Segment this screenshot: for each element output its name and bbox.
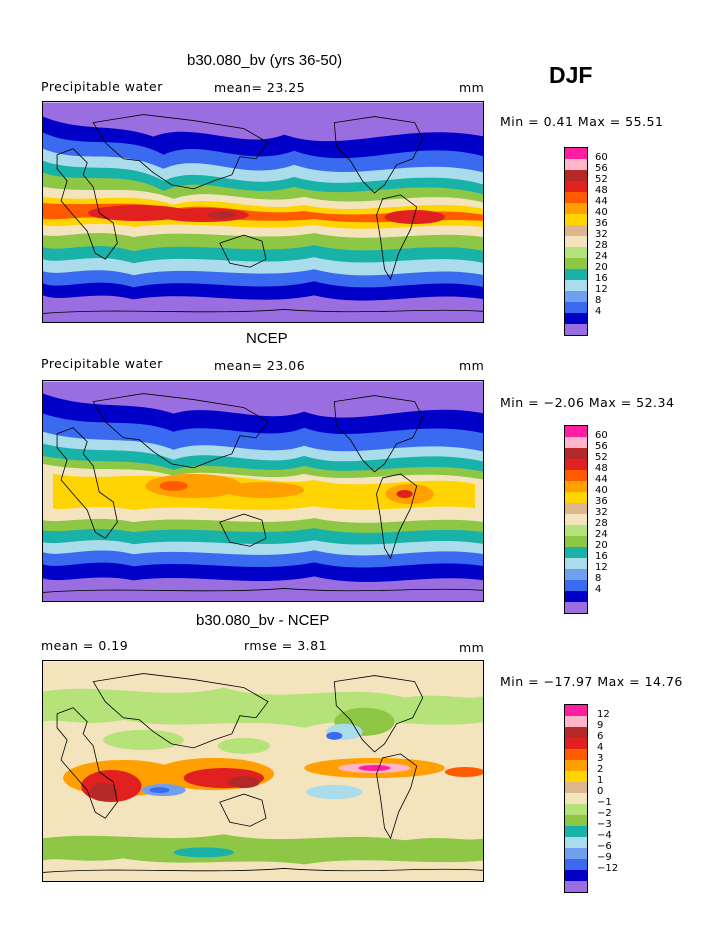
panel1-tick: 4 bbox=[595, 306, 602, 317]
panel2-mean: mean= 23.06 bbox=[214, 358, 306, 373]
panel3-tick: −3 bbox=[597, 819, 612, 830]
panel2-tick: 8 bbox=[595, 573, 602, 584]
panel2-tick: 16 bbox=[595, 551, 608, 562]
panel3-mean: mean = 0.19 bbox=[41, 638, 129, 653]
panel3-unit: mm bbox=[459, 640, 485, 655]
panel2-tick: 48 bbox=[595, 463, 608, 474]
panel2-tick: 24 bbox=[595, 529, 608, 540]
panel3-colorbar bbox=[564, 704, 588, 893]
panel2-tick: 32 bbox=[595, 507, 608, 518]
panel1-tick: 32 bbox=[595, 229, 608, 240]
panel1-tick: 16 bbox=[595, 273, 608, 284]
panel3-tick: 12 bbox=[597, 709, 610, 720]
panel1-unit: mm bbox=[459, 80, 485, 95]
panel2-title: NCEP bbox=[246, 330, 288, 347]
panel3-tick: −1 bbox=[597, 797, 612, 808]
panel3-tick: −6 bbox=[597, 841, 612, 852]
panel2-tick: 52 bbox=[595, 452, 608, 463]
panel1-minmax: Min = 0.41 Max = 55.51 bbox=[500, 114, 664, 129]
panel1-title: b30.080_bv (yrs 36-50) bbox=[187, 52, 343, 69]
panel3-tick: 2 bbox=[597, 764, 604, 775]
panel2-tick: 4 bbox=[595, 584, 602, 595]
panel3-tick: 6 bbox=[597, 731, 604, 742]
panel1-tick: 20 bbox=[595, 262, 608, 273]
panel2-variable: Precipitable water bbox=[41, 356, 163, 371]
panel2-unit: mm bbox=[459, 358, 485, 373]
panel1-tick: 60 bbox=[595, 152, 608, 163]
panel3-tick: 4 bbox=[597, 742, 604, 753]
panel2-tick: 60 bbox=[595, 430, 608, 441]
panel3-tick: −9 bbox=[597, 852, 612, 863]
panel1-tick: 56 bbox=[595, 163, 608, 174]
panel3-title: b30.080_bv - NCEP bbox=[196, 612, 330, 629]
panel2-minmax: Min = −2.06 Max = 52.34 bbox=[500, 395, 675, 410]
panel1-tick: 28 bbox=[595, 240, 608, 251]
panel1-colorbar bbox=[564, 147, 588, 336]
panel2-tick: 12 bbox=[595, 562, 608, 573]
panel1-tick: 44 bbox=[595, 196, 608, 207]
panel3-tick: 1 bbox=[597, 775, 604, 786]
panel3-tick: −12 bbox=[597, 863, 619, 874]
panel2-map bbox=[42, 380, 484, 602]
panel3-tick: 9 bbox=[597, 720, 604, 731]
panel2-tick: 20 bbox=[595, 540, 608, 551]
panel3-map bbox=[42, 660, 484, 882]
panel2-tick: 56 bbox=[595, 441, 608, 452]
panel3-tick: −2 bbox=[597, 808, 612, 819]
panel3-rmse: rmse = 3.81 bbox=[244, 638, 328, 653]
panel1-tick: 48 bbox=[595, 185, 608, 196]
panel2-colorbar bbox=[564, 425, 588, 614]
panel3-tick: −4 bbox=[597, 830, 612, 841]
panel2-tick: 40 bbox=[595, 485, 608, 496]
panel3-tick: 0 bbox=[597, 786, 604, 797]
panel3-tick: 3 bbox=[597, 753, 604, 764]
season-label: DJF bbox=[549, 62, 593, 88]
panel1-tick: 36 bbox=[595, 218, 608, 229]
panel1-tick: 40 bbox=[595, 207, 608, 218]
panel2-tick: 28 bbox=[595, 518, 608, 529]
panel1-tick: 12 bbox=[595, 284, 608, 295]
panel1-tick: 8 bbox=[595, 295, 602, 306]
panel1-mean: mean= 23.25 bbox=[214, 80, 306, 95]
panel2-tick: 44 bbox=[595, 474, 608, 485]
panel1-map bbox=[42, 101, 484, 323]
panel1-tick: 24 bbox=[595, 251, 608, 262]
panel1-variable: Precipitable water bbox=[41, 79, 163, 94]
panel1-tick: 52 bbox=[595, 174, 608, 185]
panel3-minmax: Min = −17.97 Max = 14.76 bbox=[500, 674, 683, 689]
panel2-tick: 36 bbox=[595, 496, 608, 507]
